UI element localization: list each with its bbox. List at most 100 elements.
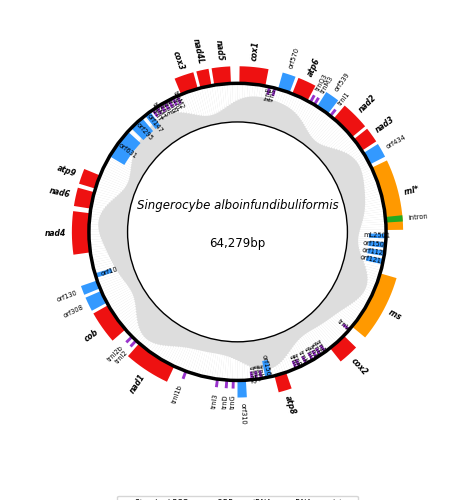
Polygon shape bbox=[358, 238, 386, 242]
Polygon shape bbox=[359, 247, 385, 252]
Text: orf310: orf310 bbox=[239, 404, 246, 425]
Polygon shape bbox=[96, 184, 121, 194]
Polygon shape bbox=[105, 162, 130, 176]
Polygon shape bbox=[364, 264, 381, 270]
Polygon shape bbox=[122, 314, 137, 328]
Text: trnR2: trnR2 bbox=[247, 366, 256, 384]
Polygon shape bbox=[271, 88, 276, 100]
Polygon shape bbox=[187, 349, 197, 372]
Polygon shape bbox=[366, 269, 380, 276]
Polygon shape bbox=[311, 350, 318, 358]
Polygon shape bbox=[81, 280, 100, 295]
Polygon shape bbox=[168, 346, 179, 364]
Polygon shape bbox=[197, 351, 205, 376]
Polygon shape bbox=[175, 347, 186, 368]
Polygon shape bbox=[347, 144, 359, 154]
Polygon shape bbox=[180, 94, 190, 114]
Polygon shape bbox=[254, 84, 258, 96]
Polygon shape bbox=[360, 249, 385, 255]
Polygon shape bbox=[72, 211, 90, 254]
Polygon shape bbox=[94, 305, 125, 340]
Polygon shape bbox=[365, 201, 383, 207]
Polygon shape bbox=[103, 167, 129, 181]
Polygon shape bbox=[257, 369, 261, 379]
Text: trnV: trnV bbox=[337, 318, 351, 332]
Circle shape bbox=[128, 122, 347, 342]
Polygon shape bbox=[362, 169, 373, 176]
Polygon shape bbox=[336, 313, 353, 328]
Polygon shape bbox=[154, 344, 163, 356]
Polygon shape bbox=[91, 252, 108, 258]
Polygon shape bbox=[219, 355, 225, 380]
Polygon shape bbox=[176, 96, 182, 104]
Polygon shape bbox=[359, 234, 386, 237]
Polygon shape bbox=[364, 186, 380, 193]
Polygon shape bbox=[242, 84, 245, 98]
Polygon shape bbox=[342, 309, 358, 322]
Polygon shape bbox=[359, 232, 386, 234]
Polygon shape bbox=[138, 120, 148, 131]
Polygon shape bbox=[362, 256, 383, 263]
Polygon shape bbox=[239, 66, 268, 86]
Polygon shape bbox=[353, 151, 363, 159]
Text: orf130: orf130 bbox=[56, 290, 78, 303]
Polygon shape bbox=[181, 370, 187, 380]
Polygon shape bbox=[355, 153, 365, 161]
Polygon shape bbox=[110, 132, 141, 165]
Polygon shape bbox=[232, 359, 235, 380]
Polygon shape bbox=[305, 108, 321, 129]
Polygon shape bbox=[95, 268, 113, 278]
Polygon shape bbox=[172, 346, 183, 366]
Polygon shape bbox=[96, 271, 118, 280]
Polygon shape bbox=[180, 348, 190, 370]
Polygon shape bbox=[310, 330, 327, 352]
Polygon shape bbox=[348, 304, 362, 315]
Polygon shape bbox=[204, 86, 213, 116]
Polygon shape bbox=[364, 206, 384, 212]
Text: orf631: orf631 bbox=[117, 142, 138, 160]
Polygon shape bbox=[155, 106, 162, 115]
Polygon shape bbox=[310, 113, 329, 136]
Polygon shape bbox=[191, 350, 201, 374]
Polygon shape bbox=[94, 263, 114, 270]
Polygon shape bbox=[318, 122, 339, 144]
Polygon shape bbox=[275, 89, 281, 102]
Polygon shape bbox=[308, 331, 325, 353]
Polygon shape bbox=[344, 142, 358, 154]
Polygon shape bbox=[131, 127, 142, 138]
Polygon shape bbox=[295, 98, 305, 114]
Text: orf147: orf147 bbox=[146, 112, 164, 134]
Text: orf156: orf156 bbox=[261, 354, 271, 376]
Text: trnP: trnP bbox=[162, 102, 174, 116]
Polygon shape bbox=[365, 188, 380, 195]
Text: trnl1: trnl1 bbox=[337, 91, 351, 107]
Polygon shape bbox=[109, 156, 131, 170]
Polygon shape bbox=[306, 332, 323, 355]
Polygon shape bbox=[315, 348, 322, 356]
Polygon shape bbox=[144, 115, 153, 126]
Polygon shape bbox=[227, 357, 231, 380]
Polygon shape bbox=[134, 123, 145, 134]
Polygon shape bbox=[272, 88, 276, 96]
Polygon shape bbox=[312, 115, 331, 138]
Text: nad3: nad3 bbox=[374, 116, 397, 135]
Polygon shape bbox=[285, 356, 293, 370]
Polygon shape bbox=[199, 352, 208, 376]
Polygon shape bbox=[101, 280, 125, 292]
Text: trnK: trnK bbox=[297, 350, 309, 364]
Polygon shape bbox=[317, 326, 335, 345]
Polygon shape bbox=[189, 90, 200, 116]
Polygon shape bbox=[90, 211, 101, 215]
Polygon shape bbox=[364, 181, 378, 188]
Polygon shape bbox=[184, 92, 194, 114]
Polygon shape bbox=[298, 340, 312, 362]
Polygon shape bbox=[93, 261, 112, 268]
Polygon shape bbox=[292, 347, 303, 366]
Polygon shape bbox=[360, 252, 384, 258]
Polygon shape bbox=[89, 84, 386, 380]
Polygon shape bbox=[89, 234, 100, 237]
Polygon shape bbox=[319, 344, 326, 352]
Text: cox1: cox1 bbox=[250, 41, 261, 62]
Polygon shape bbox=[187, 92, 197, 115]
Polygon shape bbox=[209, 86, 217, 114]
